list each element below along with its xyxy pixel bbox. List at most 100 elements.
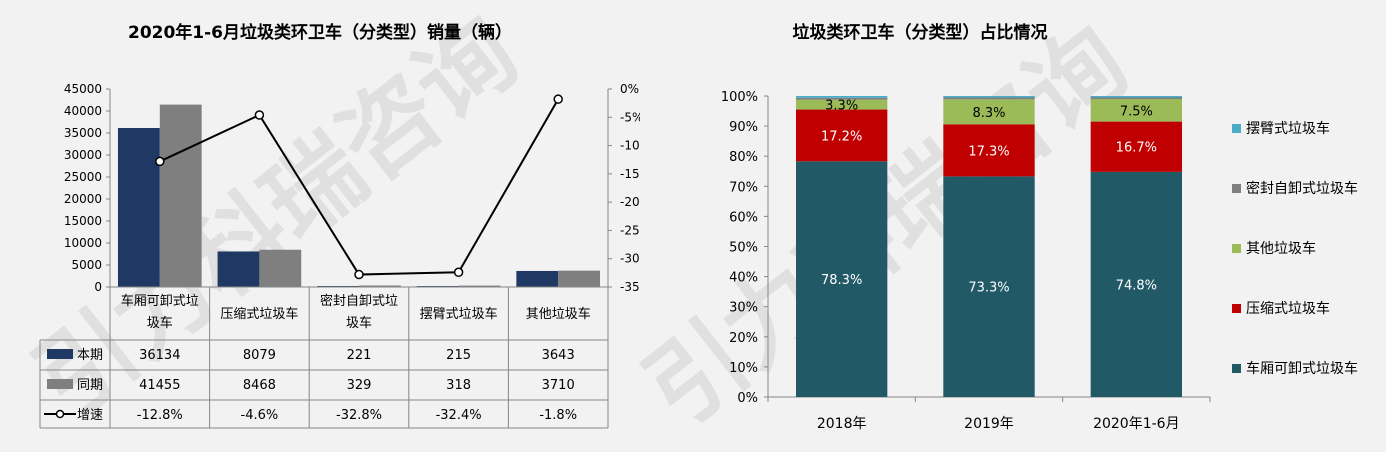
data-label: 74.8%	[1116, 278, 1157, 293]
y-tick-label: 100%	[721, 90, 758, 105]
data-label: 8.3%	[972, 106, 1005, 121]
legend-label: 其他垃圾车	[1246, 240, 1316, 257]
y-tick-label: 25000	[64, 170, 102, 184]
y2-tick-label: -20%	[620, 195, 640, 209]
category-label: 压缩式垃圾车	[220, 306, 298, 322]
growth-point	[453, 267, 464, 278]
stack-segment	[1090, 171, 1183, 397]
bar-previous	[259, 249, 302, 287]
stack-segment	[1090, 97, 1183, 100]
right-chart-panel: 垃圾类环卫车（分类型）占比情况 0% 10% 20% 30% 40% 50% 60% 70% 8…	[660, 0, 1386, 452]
y2-tick-label: -35%	[620, 280, 640, 294]
y-tick-label: 40%	[729, 271, 758, 286]
legend-swatch	[1232, 364, 1241, 373]
category-label: 摆臂式垃圾车	[420, 306, 498, 322]
left-chart-title: 2020年1-6月垃圾类环卫车（分类型）销量（辆）	[127, 23, 513, 43]
table-cell-value: 3710	[542, 378, 575, 393]
category-label: 密封自卸式垃	[320, 293, 398, 309]
y-tick-label: 80%	[729, 150, 758, 165]
table-cell-value: 215	[446, 348, 471, 363]
y-tick-label: 15000	[64, 214, 102, 228]
stack-segment	[943, 124, 1035, 177]
y-tick-label: 45000	[64, 82, 102, 96]
data-label: 16.7%	[1116, 141, 1157, 156]
table-cell-value: 8079	[243, 348, 276, 363]
y-tick-label: 30%	[729, 301, 758, 316]
y-tick-label: 50%	[729, 241, 758, 256]
y-tick-label: 90%	[729, 120, 758, 135]
legend-swatch	[1232, 304, 1241, 313]
y2-tick-label: -25%	[620, 223, 640, 237]
stack-segment	[1090, 121, 1183, 172]
legend-swatch	[1232, 184, 1241, 193]
bar-previous	[458, 285, 501, 287]
legend-swatch	[1232, 244, 1241, 253]
y-tick-label: 10%	[729, 361, 758, 376]
bar-previous	[359, 285, 401, 287]
y-tick-label: 0%	[737, 391, 758, 406]
data-label: 73.3%	[968, 281, 1009, 296]
bar-current	[217, 251, 260, 287]
category-label: 其他垃圾车	[526, 306, 591, 322]
growth-point	[354, 269, 364, 280]
stack-segment	[943, 97, 1035, 100]
table-cell-value: 41455	[139, 378, 180, 393]
table-cell-value: -32.8%	[336, 408, 382, 423]
data-label: 7.5%	[1120, 104, 1153, 119]
stack-segment	[795, 97, 888, 100]
data-label: 78.3%	[821, 273, 862, 288]
y2-tick-label: -15%	[620, 167, 640, 181]
table-cell-value: 329	[347, 378, 372, 393]
left-chart-panel: 2020年1-6月垃圾类环卫车（分类型）销量（辆） 0 5000 10000 1500…	[0, 0, 640, 452]
stack-segment	[943, 96, 1035, 98]
stack-segment	[943, 99, 1035, 125]
right-chart: 0% 10% 20% 30% 40% 50% 60% 70% 80% 90% 100% 78.3% 17…	[721, 90, 1358, 432]
y2-tick-label: -30%	[620, 252, 640, 266]
x-tick-label: 2019年	[964, 416, 1014, 432]
bar-previous	[159, 104, 202, 288]
table-row-label: 增速	[77, 408, 103, 423]
table-cell-value: -32.4%	[436, 408, 482, 423]
stack-segment	[795, 109, 888, 162]
legend-label: 压缩式垃圾车	[1246, 300, 1330, 317]
stack-segment	[1090, 96, 1183, 98]
y2-tick-label: -10%	[620, 139, 640, 153]
category-label: 圾车	[147, 315, 173, 331]
data-label: 3.3%	[825, 99, 858, 114]
y-tick-label: 10000	[64, 236, 102, 250]
x-tick-label: 2020年1-6月	[1093, 416, 1180, 432]
table-cell-value: 36134	[139, 348, 180, 363]
table-cell-value: -12.8%	[137, 408, 183, 423]
y-tick-label: 5000	[71, 258, 102, 272]
table-legend-swatch	[47, 349, 73, 359]
y-tick-label: 0	[94, 280, 102, 294]
table-legend-marker	[55, 409, 65, 419]
growth-point	[553, 94, 563, 104]
table-row-label: 本期	[77, 348, 103, 363]
legend-label: 摆臂式垃圾车	[1246, 120, 1330, 137]
table-legend-swatch	[47, 379, 73, 389]
legend-swatch	[1232, 124, 1241, 133]
stack-segment	[795, 99, 888, 110]
y-tick-label: 20000	[64, 192, 102, 206]
left-chart: 0 5000 10000 15000 20000 25000 30000 35000 40000…	[39, 82, 640, 429]
table-cell-value: 318	[446, 378, 471, 393]
data-label: 17.2%	[821, 129, 862, 144]
data-label: 17.3%	[968, 144, 1009, 159]
x-tick-label: 2018年	[817, 416, 867, 432]
growth-line	[159, 98, 560, 276]
y2-tick-label: -5%	[620, 110, 640, 124]
stack-segment	[795, 96, 888, 98]
y-tick-label: 70%	[729, 180, 758, 195]
category-label: 圾车	[346, 315, 372, 331]
table-cell-value: -1.8%	[539, 408, 577, 423]
table-cell-value: 8468	[243, 378, 276, 393]
y2-tick-label: 0%	[620, 82, 639, 96]
growth-point	[254, 110, 265, 120]
y-tick-label: 20%	[729, 331, 758, 346]
growth-point	[155, 156, 165, 167]
right-chart-title: 垃圾类环卫车（分类型）占比情况	[792, 23, 1048, 43]
table-cell-value: 221	[347, 348, 372, 363]
stack-segment	[1090, 99, 1183, 122]
bar-current	[117, 128, 160, 287]
